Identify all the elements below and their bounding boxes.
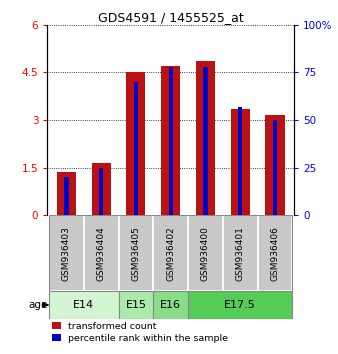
Bar <box>57 172 76 215</box>
Bar <box>126 72 145 215</box>
Text: E15: E15 <box>125 300 146 310</box>
Bar <box>238 107 242 215</box>
Bar <box>92 163 111 215</box>
Text: E17.5: E17.5 <box>224 300 256 310</box>
Bar <box>49 215 84 291</box>
Bar <box>84 215 119 291</box>
Bar <box>188 215 223 291</box>
Bar <box>153 215 188 291</box>
Bar <box>188 291 292 319</box>
Bar <box>258 215 292 291</box>
Text: GSM936403: GSM936403 <box>62 226 71 281</box>
Legend: transformed count, percentile rank within the sample: transformed count, percentile rank withi… <box>48 318 232 347</box>
Bar <box>64 177 69 215</box>
Bar <box>153 291 188 319</box>
Bar <box>273 120 277 215</box>
Text: GSM936405: GSM936405 <box>131 226 140 281</box>
Text: age: age <box>29 300 48 310</box>
Bar <box>49 291 119 319</box>
Text: E14: E14 <box>73 300 94 310</box>
Text: GSM936401: GSM936401 <box>236 226 245 281</box>
Text: E16: E16 <box>160 300 181 310</box>
Text: GSM936400: GSM936400 <box>201 226 210 281</box>
Bar <box>265 115 285 215</box>
Text: GSM936402: GSM936402 <box>166 226 175 281</box>
Bar <box>196 61 215 215</box>
Bar <box>119 291 153 319</box>
Bar <box>99 167 103 215</box>
Bar <box>161 66 180 215</box>
Bar <box>169 67 173 215</box>
Bar <box>119 215 153 291</box>
Text: GSM936404: GSM936404 <box>97 226 106 281</box>
Bar <box>223 215 258 291</box>
Bar <box>231 109 250 215</box>
Bar <box>134 82 138 215</box>
Bar <box>203 67 208 215</box>
Text: GSM936406: GSM936406 <box>270 226 280 281</box>
Title: GDS4591 / 1455525_at: GDS4591 / 1455525_at <box>98 11 244 24</box>
